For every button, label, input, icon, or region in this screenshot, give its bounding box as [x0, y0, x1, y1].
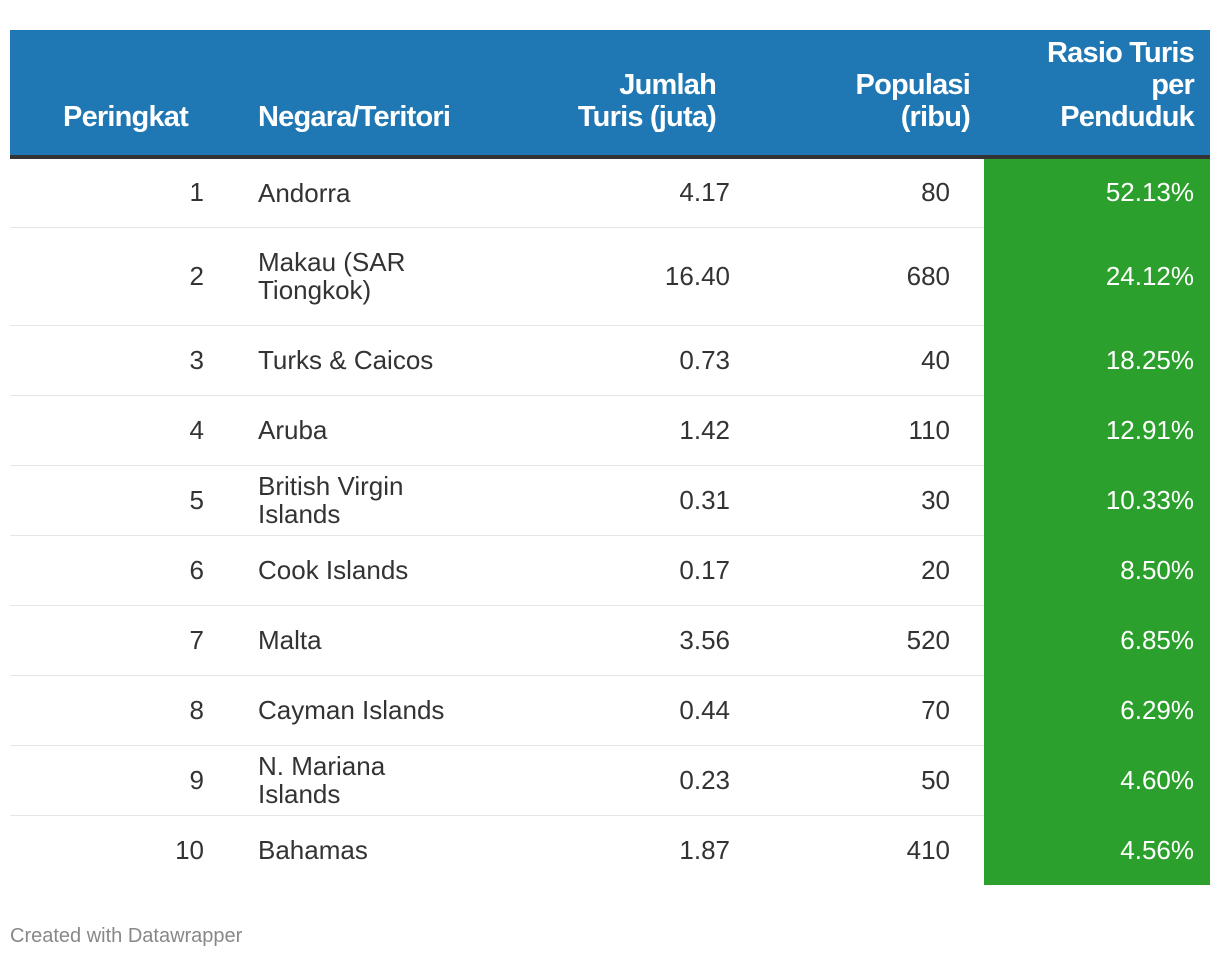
cell-population: 110: [730, 395, 984, 466]
table-row: 4 Aruba 1.42 110 12.91%: [10, 395, 1210, 466]
table-header-row: Peringkat Negara/Teritori Jumlah Turis (j…: [10, 30, 1210, 159]
cell-population: 410: [906, 834, 950, 865]
cell-rank: 6: [10, 535, 204, 606]
cell-ratio: 6.29%: [984, 675, 1210, 746]
cell-country: Turks & Caicos: [204, 325, 480, 396]
cell-rank: 4: [10, 395, 204, 466]
cell-ratio: 4.56%: [984, 815, 1210, 885]
cell-country: Cook Islands: [204, 535, 480, 606]
cell-tourists: 0.73: [480, 325, 730, 396]
cell-ratio: 8.50%: [984, 535, 1210, 606]
table-row: 5 British Virgin Islands 0.31 30 10.33%: [10, 465, 1210, 536]
cell-rank: 8: [10, 675, 204, 746]
table-row: 1 Andorra 4.17 80 52.13%: [10, 157, 1210, 228]
cell-ratio: 6.85%: [984, 605, 1210, 676]
cell-country: Cayman Islands: [204, 675, 480, 746]
cell-population: 520: [730, 605, 984, 676]
cell-rank: 2: [10, 227, 204, 326]
cell-country: British Virgin Islands: [204, 465, 480, 536]
table-row: 2 Makau (SAR Tiongkok) 16.40 680 24.12%: [10, 227, 1210, 326]
cell-tourists: 16.40: [480, 227, 730, 326]
column-header-rank[interactable]: Peringkat: [10, 30, 204, 159]
cell-ratio: 4.60%: [984, 745, 1210, 816]
cell-country: Makau (SAR Tiongkok): [204, 227, 480, 326]
table-row: 10 Bahamas 1.87 410 4.56%: [10, 815, 1210, 885]
data-table-container: Peringkat Negara/Teritori Jumlah Turis (j…: [10, 30, 1210, 885]
cell-country: Bahamas: [258, 835, 368, 866]
cell-rank: 10: [175, 834, 204, 865]
table-row: 8 Cayman Islands 0.44 70 6.29%: [10, 675, 1210, 746]
column-header-tourists[interactable]: Jumlah Turis (juta): [480, 30, 730, 159]
cell-population: 70: [730, 675, 984, 746]
table-row: 9 N. Mariana Islands 0.23 50 4.60%: [10, 745, 1210, 816]
cell-tourists: 0.44: [480, 675, 730, 746]
cell-tourists: 0.23: [480, 745, 730, 816]
cell-population: 20: [730, 535, 984, 606]
cell-tourists: 0.17: [480, 535, 730, 606]
cell-rank: 3: [10, 325, 204, 396]
cell-ratio: 18.25%: [984, 325, 1210, 396]
cell-country: Aruba: [204, 395, 480, 466]
cell-tourists: 1.42: [480, 395, 730, 466]
cell-tourists: 1.87: [679, 834, 730, 865]
cell-population: 680: [730, 227, 984, 326]
cell-country: Malta: [204, 605, 480, 676]
cell-tourists: 4.17: [480, 157, 730, 228]
cell-ratio: 12.91%: [984, 395, 1210, 466]
cell-rank: 1: [10, 157, 204, 228]
table-row: 3 Turks & Caicos 0.73 40 18.25%: [10, 325, 1210, 396]
cell-ratio: 24.12%: [984, 227, 1210, 326]
column-header-ratio[interactable]: Rasio Turis per Penduduk: [984, 30, 1210, 159]
cell-country: N. Mariana Islands: [204, 745, 480, 816]
cell-rank: 5: [10, 465, 204, 536]
cell-population: 30: [730, 465, 984, 536]
table-row: 6 Cook Islands 0.17 20 8.50%: [10, 535, 1210, 606]
column-header-population[interactable]: Populasi (ribu): [730, 30, 984, 159]
cell-country: Andorra: [204, 157, 480, 228]
cell-ratio: 52.13%: [984, 157, 1210, 228]
cell-ratio: 10.33%: [984, 465, 1210, 536]
table-row: 7 Malta 3.56 520 6.85%: [10, 605, 1210, 676]
column-header-country[interactable]: Negara/Teritori: [204, 30, 480, 159]
credit-footer[interactable]: Created with Datawrapper: [10, 925, 243, 947]
cell-tourists: 0.31: [480, 465, 730, 536]
cell-population: 40: [730, 325, 984, 396]
cell-rank: 9: [10, 745, 204, 816]
cell-rank: 7: [10, 605, 204, 676]
tourism-ratio-table: Peringkat Negara/Teritori Jumlah Turis (j…: [10, 30, 1210, 885]
cell-population: 80: [730, 157, 984, 228]
table-body: 1 Andorra 4.17 80 52.13% 2 Makau (SAR Tiongkok)…: [10, 157, 1210, 885]
cell-tourists: 3.56: [480, 605, 730, 676]
cell-population: 50: [730, 745, 984, 816]
